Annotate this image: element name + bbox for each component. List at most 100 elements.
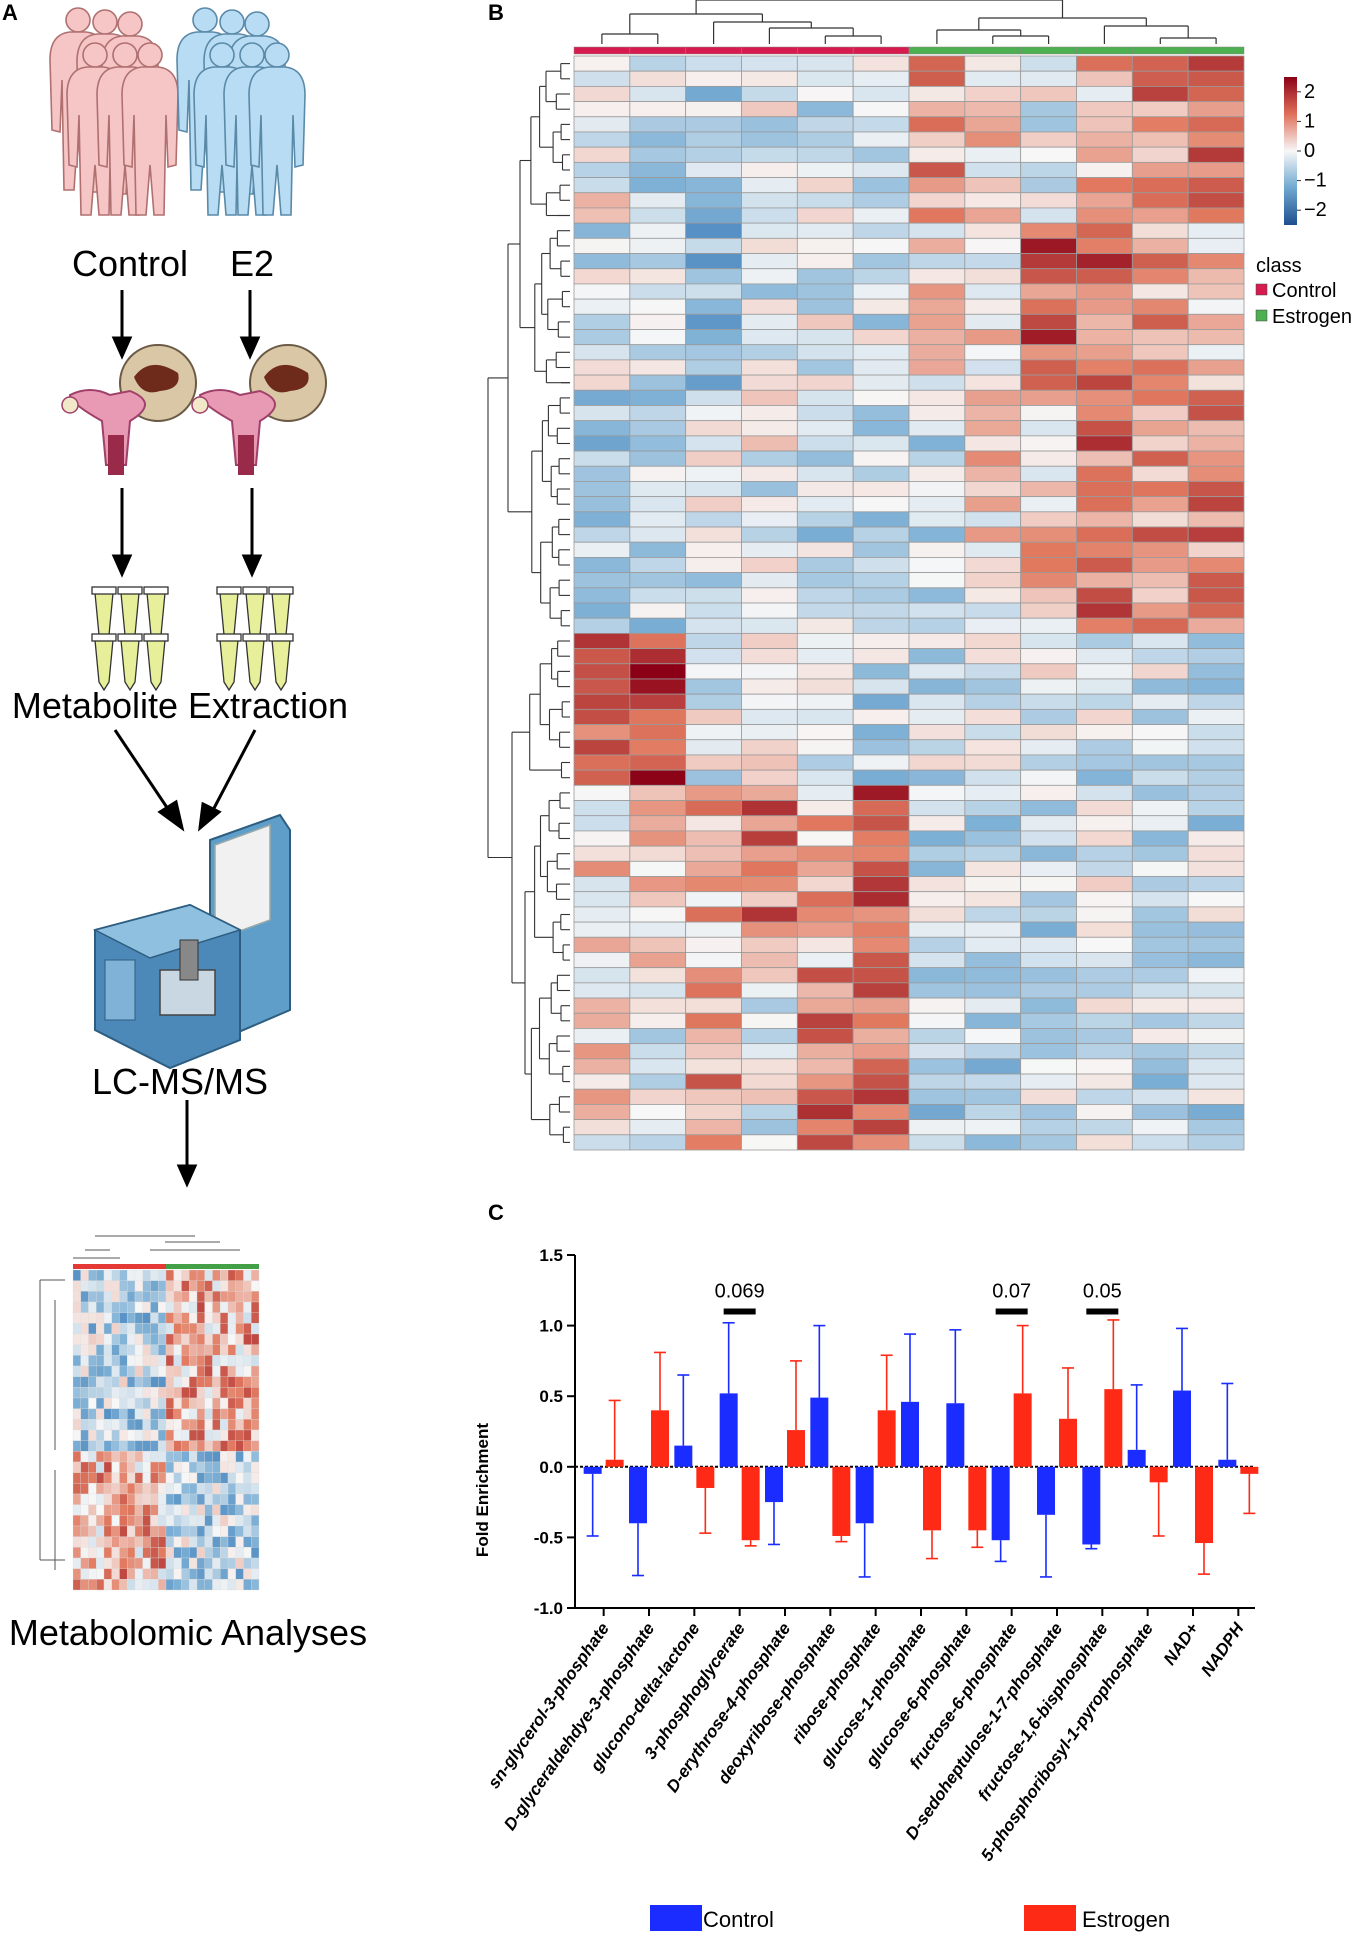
mini-heatmap-cell [212, 1451, 221, 1463]
heatmap-cell [1131, 405, 1189, 422]
mini-heatmap-cell [220, 1472, 229, 1484]
heatmap-cell [852, 572, 910, 589]
heatmap-cell [852, 405, 910, 422]
mini-heatmap-cell [96, 1493, 105, 1505]
heatmap-cell [685, 1088, 742, 1105]
mini-heatmap-cell [189, 1301, 198, 1313]
mini-heatmap-cell [204, 1333, 213, 1345]
mini-heatmap-cell [150, 1451, 159, 1463]
mini-class-control [73, 1264, 166, 1269]
tube-cap [143, 586, 169, 595]
heatmap-cell [852, 967, 910, 984]
x-tick-label: NADPH [1197, 1619, 1248, 1680]
heatmap-cell [573, 101, 631, 118]
heatmap-cell [908, 1058, 966, 1075]
heatmap-cell [1076, 1104, 1133, 1121]
mini-heatmap-cell [243, 1419, 252, 1431]
mini-heatmap-cell [111, 1344, 120, 1356]
heatmap-cell [1076, 663, 1133, 680]
heatmap-cell [796, 845, 854, 862]
mini-heatmap-cell [127, 1472, 136, 1484]
heatmap-cell [629, 374, 687, 391]
mini-heatmap-cell [142, 1269, 151, 1281]
mini-heatmap-cell [189, 1557, 198, 1569]
heatmap-cell [908, 754, 966, 771]
heatmap-cell [629, 769, 687, 786]
mini-heatmap-cell [119, 1344, 128, 1356]
mini-heatmap-cell [165, 1568, 174, 1580]
mini-heatmap-cell [227, 1323, 236, 1335]
heatmap-cell [1131, 222, 1189, 239]
mini-heatmap-cell [189, 1387, 198, 1399]
mini-heatmap-cell [72, 1333, 81, 1345]
heatmap-cell [1076, 389, 1133, 406]
mini-heatmap-cell [165, 1504, 174, 1516]
mini-heatmap-cell [72, 1355, 81, 1367]
mini-heatmap-cell [96, 1355, 105, 1367]
mini-heatmap-cell [80, 1461, 89, 1473]
heatmap-cell [1131, 739, 1189, 756]
mini-heatmap-cell [181, 1387, 190, 1399]
mini-heatmap-cell [127, 1440, 136, 1452]
mini-heatmap-cell [80, 1472, 89, 1484]
mini-heatmap-cell [72, 1493, 81, 1505]
mini-heatmap-cell [134, 1323, 143, 1335]
arrow-head [198, 801, 222, 832]
heatmap-cell [1076, 754, 1133, 771]
heatmap-cell [1076, 739, 1133, 756]
heatmap-cell [1020, 557, 1077, 574]
heatmap-cell [629, 435, 687, 452]
mini-heatmap-cell [80, 1483, 89, 1495]
mini-heatmap-cell [251, 1525, 260, 1537]
mini-heatmap-cell [181, 1451, 190, 1463]
mini-heatmap-cell [119, 1525, 128, 1537]
mini-heatmap-cell [220, 1429, 229, 1441]
mini-heatmap-cell [150, 1568, 159, 1580]
heatmap-cell [1020, 1073, 1077, 1090]
heatmap-cell [852, 876, 910, 893]
mini-heatmap-cell [142, 1472, 151, 1484]
heatmap-cell [741, 557, 798, 574]
mini-heatmap-cell [119, 1323, 128, 1335]
heatmap-cell [1131, 496, 1189, 513]
bar [583, 1466, 602, 1474]
mini-heatmap-cell [243, 1515, 252, 1527]
heatmap-cell [964, 845, 1022, 862]
heatmap-cell [908, 663, 966, 680]
heatmap-cell [573, 131, 631, 148]
heatmap-cell [573, 769, 631, 786]
mini-heatmap-cell [103, 1355, 112, 1367]
heatmap-cell [1187, 313, 1245, 330]
mini-heatmap-cell [165, 1408, 174, 1420]
heatmap-cell [796, 1058, 854, 1075]
y-tick-label: 0.0 [539, 1458, 563, 1477]
heatmap-cell [1131, 435, 1189, 452]
mini-dendrogram [39, 1235, 240, 1570]
heatmap-cell [964, 192, 1022, 209]
heatmap-cell [741, 784, 798, 801]
heatmap-cell [741, 496, 798, 513]
heatmap-cell [629, 815, 687, 832]
arrow-head [157, 799, 185, 832]
mini-heatmap-cell [88, 1504, 97, 1516]
mini-heatmap-cell [173, 1483, 182, 1495]
heatmap-cell [573, 526, 631, 543]
heatmap-cell [796, 678, 854, 695]
mini-heatmap-cell [134, 1461, 143, 1473]
heatmap-cell [1076, 85, 1133, 102]
mini-heatmap-cell [173, 1504, 182, 1516]
heatmap-cell [573, 845, 631, 862]
class-bar-cell [797, 46, 854, 55]
mini-heatmap-cell [173, 1429, 182, 1441]
mini-heatmap-cell [96, 1291, 105, 1303]
mini-heatmap-cell [227, 1440, 236, 1452]
heatmap-cell [1131, 876, 1189, 893]
heatmap-cell [1131, 860, 1189, 877]
heatmap-grid [573, 55, 1245, 1151]
mini-heatmap-cell [196, 1515, 205, 1527]
mini-heatmap-cell [181, 1568, 190, 1580]
heatmap-cell [1187, 435, 1245, 452]
heatmap-cell [1187, 830, 1245, 847]
heatmap-cell [908, 1104, 966, 1121]
mini-heatmap-cell [103, 1472, 112, 1484]
